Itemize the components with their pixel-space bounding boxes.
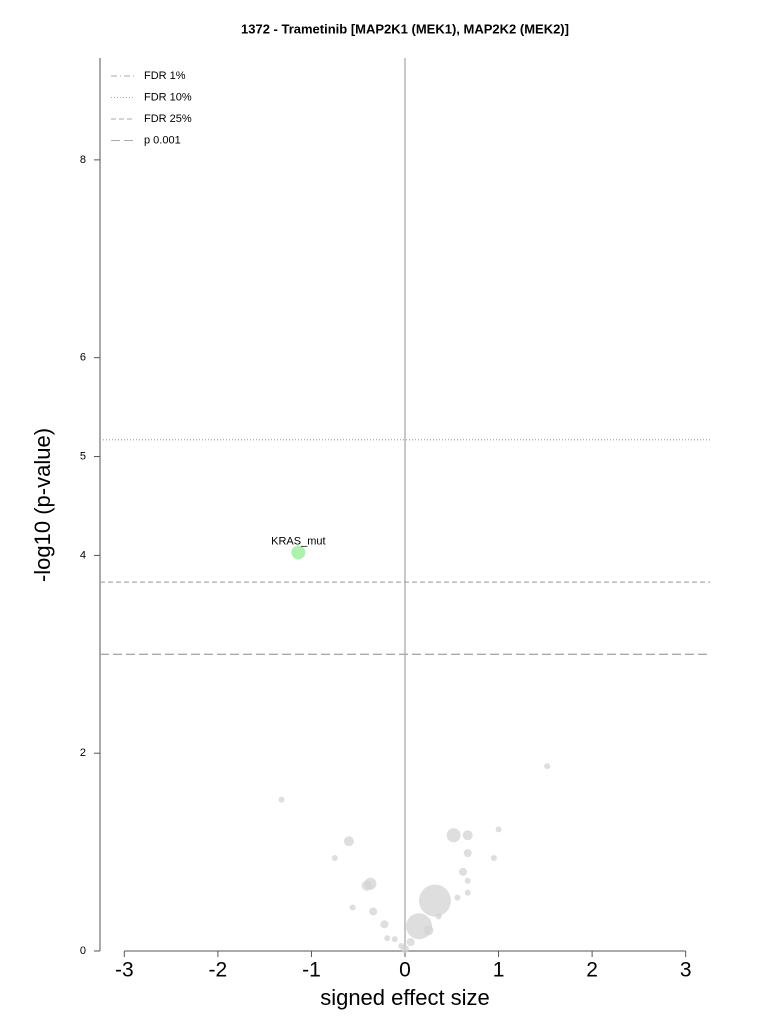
y-tick-label: 0	[80, 945, 86, 957]
y-tick-label: 6	[80, 352, 86, 364]
point	[464, 889, 471, 896]
point	[406, 913, 433, 940]
point	[398, 943, 405, 950]
point	[406, 938, 415, 947]
x-tick-label: -3	[115, 959, 134, 982]
y-tick-label: 2	[80, 747, 86, 759]
y-tick-label: 5	[80, 450, 86, 462]
y-tick-label: 8	[80, 154, 86, 166]
legend-label: FDR 10%	[144, 91, 192, 103]
point	[331, 855, 338, 862]
point	[446, 828, 461, 843]
point	[544, 763, 551, 770]
x-tick-label: 3	[680, 959, 692, 982]
x-tick-label: 0	[399, 959, 411, 982]
point	[454, 894, 461, 901]
point	[418, 884, 451, 917]
x-axis-label: signed effect size	[320, 985, 490, 1010]
y-tick-label: 4	[80, 549, 86, 561]
point-label: KRAS_mut	[271, 535, 325, 547]
point	[391, 936, 398, 943]
point	[463, 849, 472, 858]
point	[291, 545, 306, 560]
legend-label: FDR 1%	[144, 70, 186, 82]
y-axis-label: -log10 (p-value)	[30, 428, 55, 582]
legend-label: FDR 25%	[144, 113, 192, 125]
point	[384, 935, 391, 942]
point	[380, 920, 389, 929]
point	[349, 904, 356, 911]
point	[369, 907, 378, 916]
point	[459, 867, 468, 876]
x-tick-label: 2	[586, 959, 598, 982]
point	[462, 830, 473, 841]
chart-title: 1372 - Trametinib [MAP2K1 (MEK1), MAP2K2…	[241, 21, 569, 36]
point	[278, 796, 285, 803]
point	[490, 855, 497, 862]
point	[364, 877, 377, 890]
point	[464, 877, 471, 884]
point	[343, 836, 354, 847]
point	[495, 826, 502, 833]
legend-label: p 0.001	[144, 134, 181, 146]
x-tick-label: -1	[302, 959, 321, 982]
x-tick-label: -2	[209, 959, 228, 982]
x-tick-label: 1	[493, 959, 505, 982]
